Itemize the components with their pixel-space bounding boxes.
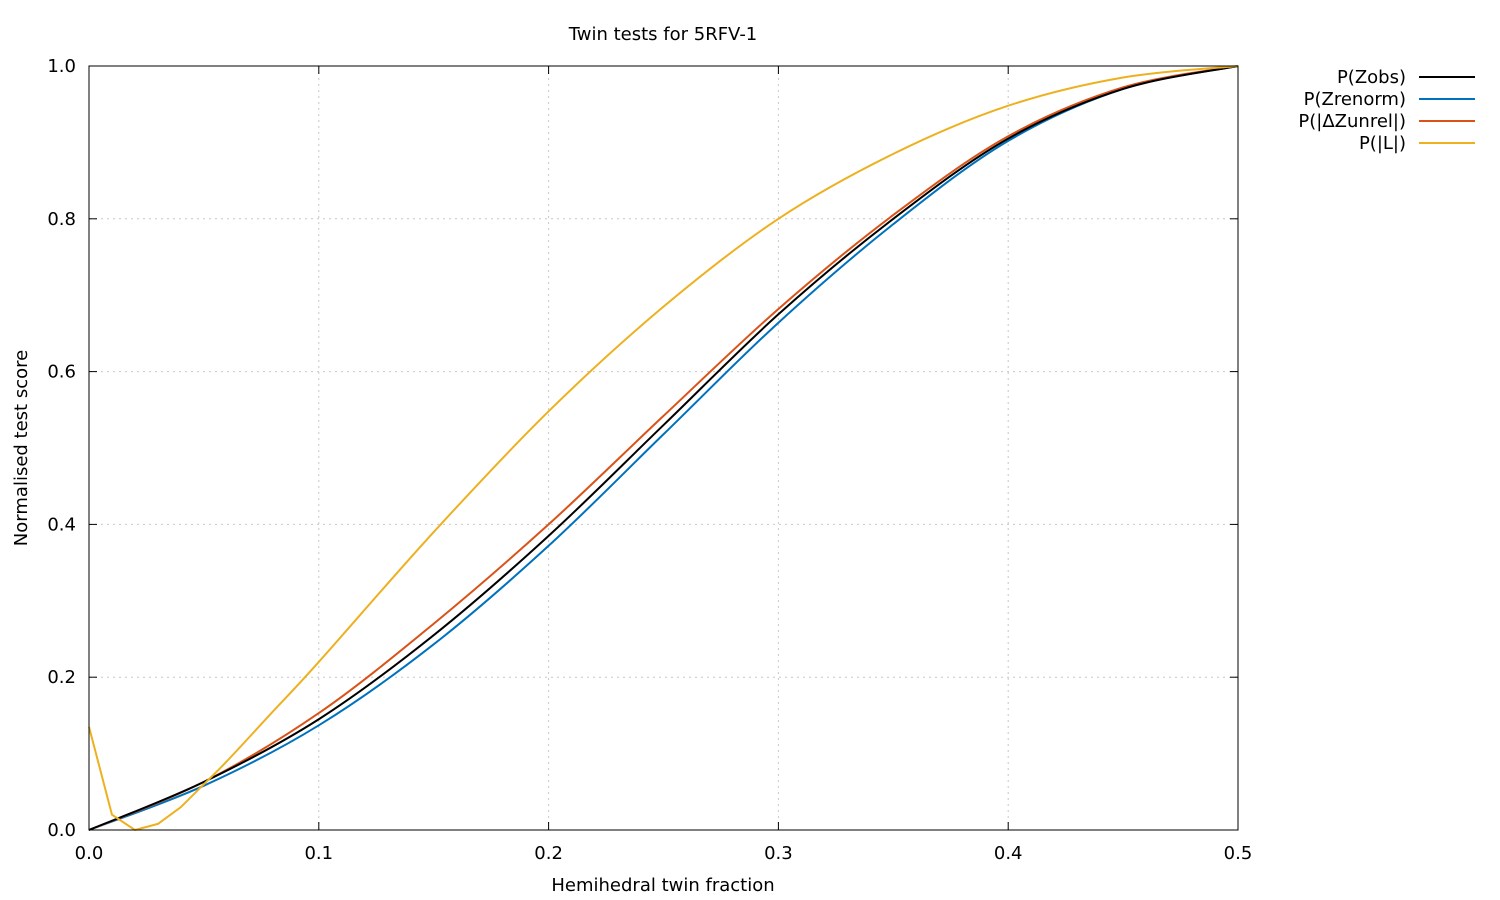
x-tick-label: 0.1 bbox=[304, 843, 333, 864]
series-line-2 bbox=[88, 65, 1239, 831]
series-line-0 bbox=[88, 65, 1239, 831]
series-line-1 bbox=[88, 65, 1239, 831]
grid bbox=[89, 66, 1238, 830]
legend-label-0: P(Zobs) bbox=[1337, 67, 1406, 88]
series-line-3 bbox=[88, 65, 1239, 831]
chart-title: Twin tests for 5RFV-1 bbox=[568, 24, 758, 45]
y-tick-label: 1.0 bbox=[47, 56, 76, 77]
x-tick-label: 0.4 bbox=[994, 843, 1023, 864]
ticks: 0.0 0.1 0.2 0.3 0.4 0.5 0.0 0.2 0.4 0.6 0.8 1.0 bbox=[47, 56, 1252, 864]
y-axis-title: Normalised test score bbox=[11, 350, 32, 546]
y-tick-label: 0.2 bbox=[47, 667, 76, 688]
legend: P(Zobs)P(Zrenorm)P(|ΔZunrel|)P(|L|) bbox=[1298, 67, 1475, 154]
y-tick-label: 0.0 bbox=[47, 820, 76, 841]
y-tick-label: 0.6 bbox=[47, 362, 76, 383]
legend-label-1: P(Zrenorm) bbox=[1304, 89, 1406, 110]
legend-label-3: P(|L|) bbox=[1359, 133, 1406, 154]
legend-label-2: P(|ΔZunrel|) bbox=[1298, 111, 1406, 132]
x-axis-title: Hemihedral twin fraction bbox=[551, 875, 774, 896]
x-tick-label: 0.5 bbox=[1224, 843, 1253, 864]
x-tick-label: 0.0 bbox=[75, 843, 104, 864]
x-tick-label: 0.2 bbox=[534, 843, 563, 864]
series-lines bbox=[88, 65, 1239, 831]
plot-frame bbox=[88, 65, 1239, 831]
y-tick-label: 0.4 bbox=[47, 514, 76, 535]
y-tick-label: 0.8 bbox=[47, 209, 76, 230]
x-tick-label: 0.3 bbox=[764, 843, 793, 864]
